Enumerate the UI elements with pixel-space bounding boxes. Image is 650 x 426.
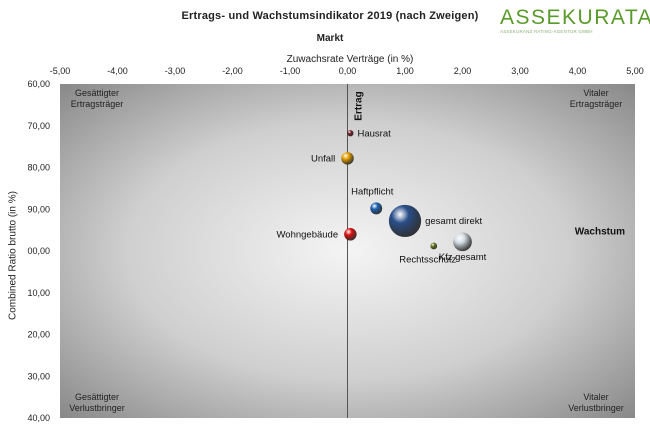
point-label: Unfall: [311, 153, 335, 164]
bubble-gesamt-direkt: [388, 204, 422, 238]
quadrant-label-bottom-right: Vitaler Verlustbringer: [568, 392, 624, 413]
point-label: Kfz gesamt: [439, 252, 487, 263]
assekurata-logo: ASSEKURATA ASSEKURANZ RATING-AGENTUR GMB…: [500, 6, 650, 34]
x-tick-label: -2,00: [222, 66, 243, 76]
quadrant-label-top-right: Vitaler Ertragsträger: [570, 88, 623, 109]
y-tick-label: 60,00: [27, 79, 50, 89]
y-tick-label: 10,00: [27, 288, 50, 298]
point-label: gesamt direkt: [425, 216, 482, 227]
horizontal-axis-word: Wachstum: [575, 226, 625, 237]
x-tick-label: 3,00: [511, 66, 529, 76]
x-tick-label: 2,00: [454, 66, 472, 76]
y-tick-label: 30,00: [27, 371, 50, 381]
bubble-haftpflicht: [370, 202, 383, 215]
x-tick-label: -3,00: [165, 66, 186, 76]
x-tick-label: -5,00: [50, 66, 71, 76]
chart-title: Ertrags- und Wachstumsindikator 2019 (na…: [181, 10, 479, 22]
x-tick-label: 0,00: [339, 66, 357, 76]
y-tick-label: 40,00: [27, 413, 50, 423]
bubble-kfz-gesamt: [453, 232, 472, 252]
bubble-wohngebäude: [344, 228, 357, 241]
x-tick-label: -4,00: [107, 66, 128, 76]
vertical-axis-word: Ertrag: [354, 91, 365, 120]
point-label: Haftpflicht: [351, 186, 394, 197]
y-tick-label: 20,00: [27, 330, 50, 340]
chart-subtitle: Markt: [316, 33, 344, 44]
point-label: Wohngebäude: [276, 229, 338, 240]
y-tick-label: 70,00: [27, 121, 50, 131]
quadrant-label-top-left: Gesättigter Ertragsträger: [71, 88, 124, 109]
x-tick-label: 1,00: [396, 66, 414, 76]
bubble-unfall: [341, 152, 354, 165]
logo-tagline: ASSEKURANZ RATING-AGENTUR GMBH: [500, 29, 593, 34]
point-label: Hausrat: [357, 128, 391, 139]
y-tick-label: 90,00: [27, 204, 50, 214]
bubble-rechtsschutz: [430, 242, 438, 250]
bubble-hausrat: [347, 130, 354, 137]
x-tick-label: -1,00: [280, 66, 301, 76]
x-tick-label: 4,00: [569, 66, 587, 76]
y-tick-label: 00,00: [27, 246, 50, 256]
logo-wordmark: ASSEKURATA: [500, 6, 650, 29]
x-axis-label: Zuwachsrate Verträge (in %): [286, 54, 414, 65]
y-tick-label: 80,00: [27, 163, 50, 173]
point-label: Rechtsschutz: [399, 254, 456, 265]
x-tick-label: 5,00: [626, 66, 644, 76]
quadrant-label-bottom-left: Gesättigter Verlustbringer: [69, 392, 125, 413]
